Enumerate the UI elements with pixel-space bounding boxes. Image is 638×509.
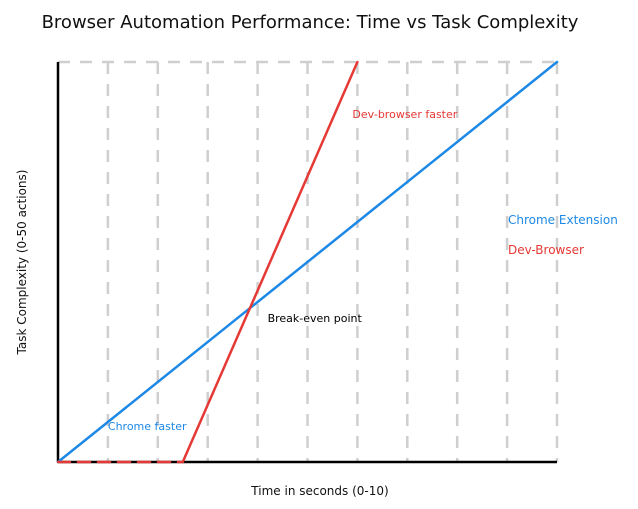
annotation: Dev-browser faster <box>352 108 457 121</box>
series-line-dev-browser <box>181 60 359 464</box>
y-axis-label: Task Complexity (0-50 actions) <box>15 170 29 356</box>
annotation: Chrome faster <box>108 420 187 433</box>
series-line-chrome-extension <box>56 60 559 464</box>
annotation: Break-even point <box>268 312 363 325</box>
legend-entry: Chrome Extension <box>508 213 618 227</box>
x-axis-label: Time in seconds (0-10) <box>250 484 388 498</box>
legend-entry: Dev-Browser <box>508 243 584 257</box>
chart-title: Browser Automation Performance: Time vs … <box>42 12 579 33</box>
